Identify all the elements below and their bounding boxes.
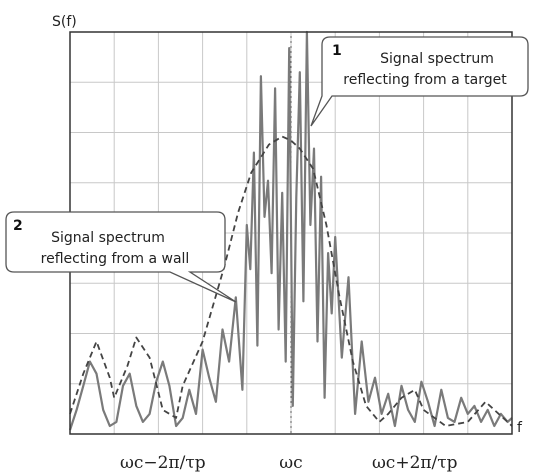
callout-target-line-2: reflecting from a target [343, 72, 507, 88]
callout-wall-line-2: reflecting from a wall [41, 251, 190, 267]
x-tick-label: ωc [279, 453, 302, 473]
x-tick-label: ωc−2π/τp [120, 453, 206, 473]
x-axis-label: f [517, 420, 523, 436]
callout-target-line-1: Signal spectrum [380, 51, 494, 67]
callout-wall-line-1: Signal spectrum [51, 230, 165, 246]
x-tick-label: ωc+2π/τp [372, 453, 458, 473]
x-tick-labels: ωc−2π/τp ωc ωc+2π/τp [120, 453, 458, 473]
y-axis-label: S(f) [52, 14, 77, 30]
callout-target-number: 1 [332, 43, 342, 59]
callout-wall-number: 2 [13, 218, 23, 234]
